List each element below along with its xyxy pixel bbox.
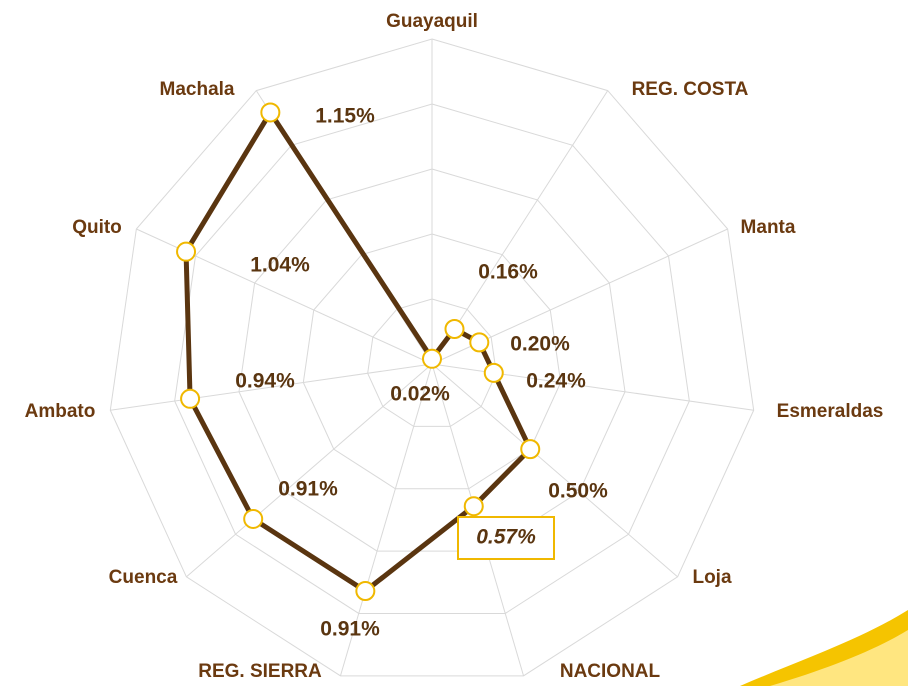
marker <box>444 319 465 340</box>
grid-ring <box>367 298 497 427</box>
value-label: 0.91% <box>278 478 338 501</box>
spoke <box>431 90 609 365</box>
decoration <box>770 630 908 686</box>
value-label: 0.24% <box>526 370 586 393</box>
category-label: Machala <box>160 79 235 100</box>
value-label: 0.50% <box>548 480 608 503</box>
category-label: Loja <box>692 567 731 588</box>
spoke <box>431 363 754 411</box>
marker <box>469 332 490 353</box>
value-label: 0.94% <box>235 370 295 393</box>
category-label: Quito <box>72 217 122 238</box>
grid-ring <box>238 168 626 552</box>
category-label: NACIONAL <box>560 661 661 682</box>
value-label: 0.16% <box>478 261 538 284</box>
value-label: 0.57% <box>476 526 536 549</box>
spoke <box>339 363 433 676</box>
marker <box>483 362 504 383</box>
spoke <box>186 363 433 578</box>
highlight-box <box>457 516 555 560</box>
marker <box>355 581 376 602</box>
marker <box>463 496 484 517</box>
marker <box>180 388 201 409</box>
marker <box>176 241 197 262</box>
value-label: 1.04% <box>250 254 310 277</box>
value-label: 1.15% <box>315 105 375 128</box>
category-label: Ambato <box>25 401 96 422</box>
marker <box>260 102 281 123</box>
marker <box>243 508 264 529</box>
spoke <box>431 363 678 578</box>
spoke <box>110 363 433 411</box>
grid-ring <box>109 38 755 677</box>
category-label: REG. SIERRA <box>198 661 322 682</box>
category-label: Cuenca <box>109 567 178 588</box>
category-label: REG. COSTA <box>632 79 749 100</box>
value-label: 0.91% <box>320 618 380 641</box>
marker <box>520 439 541 460</box>
marker <box>422 348 442 369</box>
category-label: Manta <box>741 217 796 238</box>
category-label: Guayaquil <box>386 11 478 32</box>
grid-ring <box>302 233 562 490</box>
grid-ring <box>174 103 690 614</box>
value-label: 0.20% <box>510 333 570 356</box>
value-label: 0.02% <box>390 383 450 406</box>
category-label: Esmeraldas <box>777 401 884 422</box>
